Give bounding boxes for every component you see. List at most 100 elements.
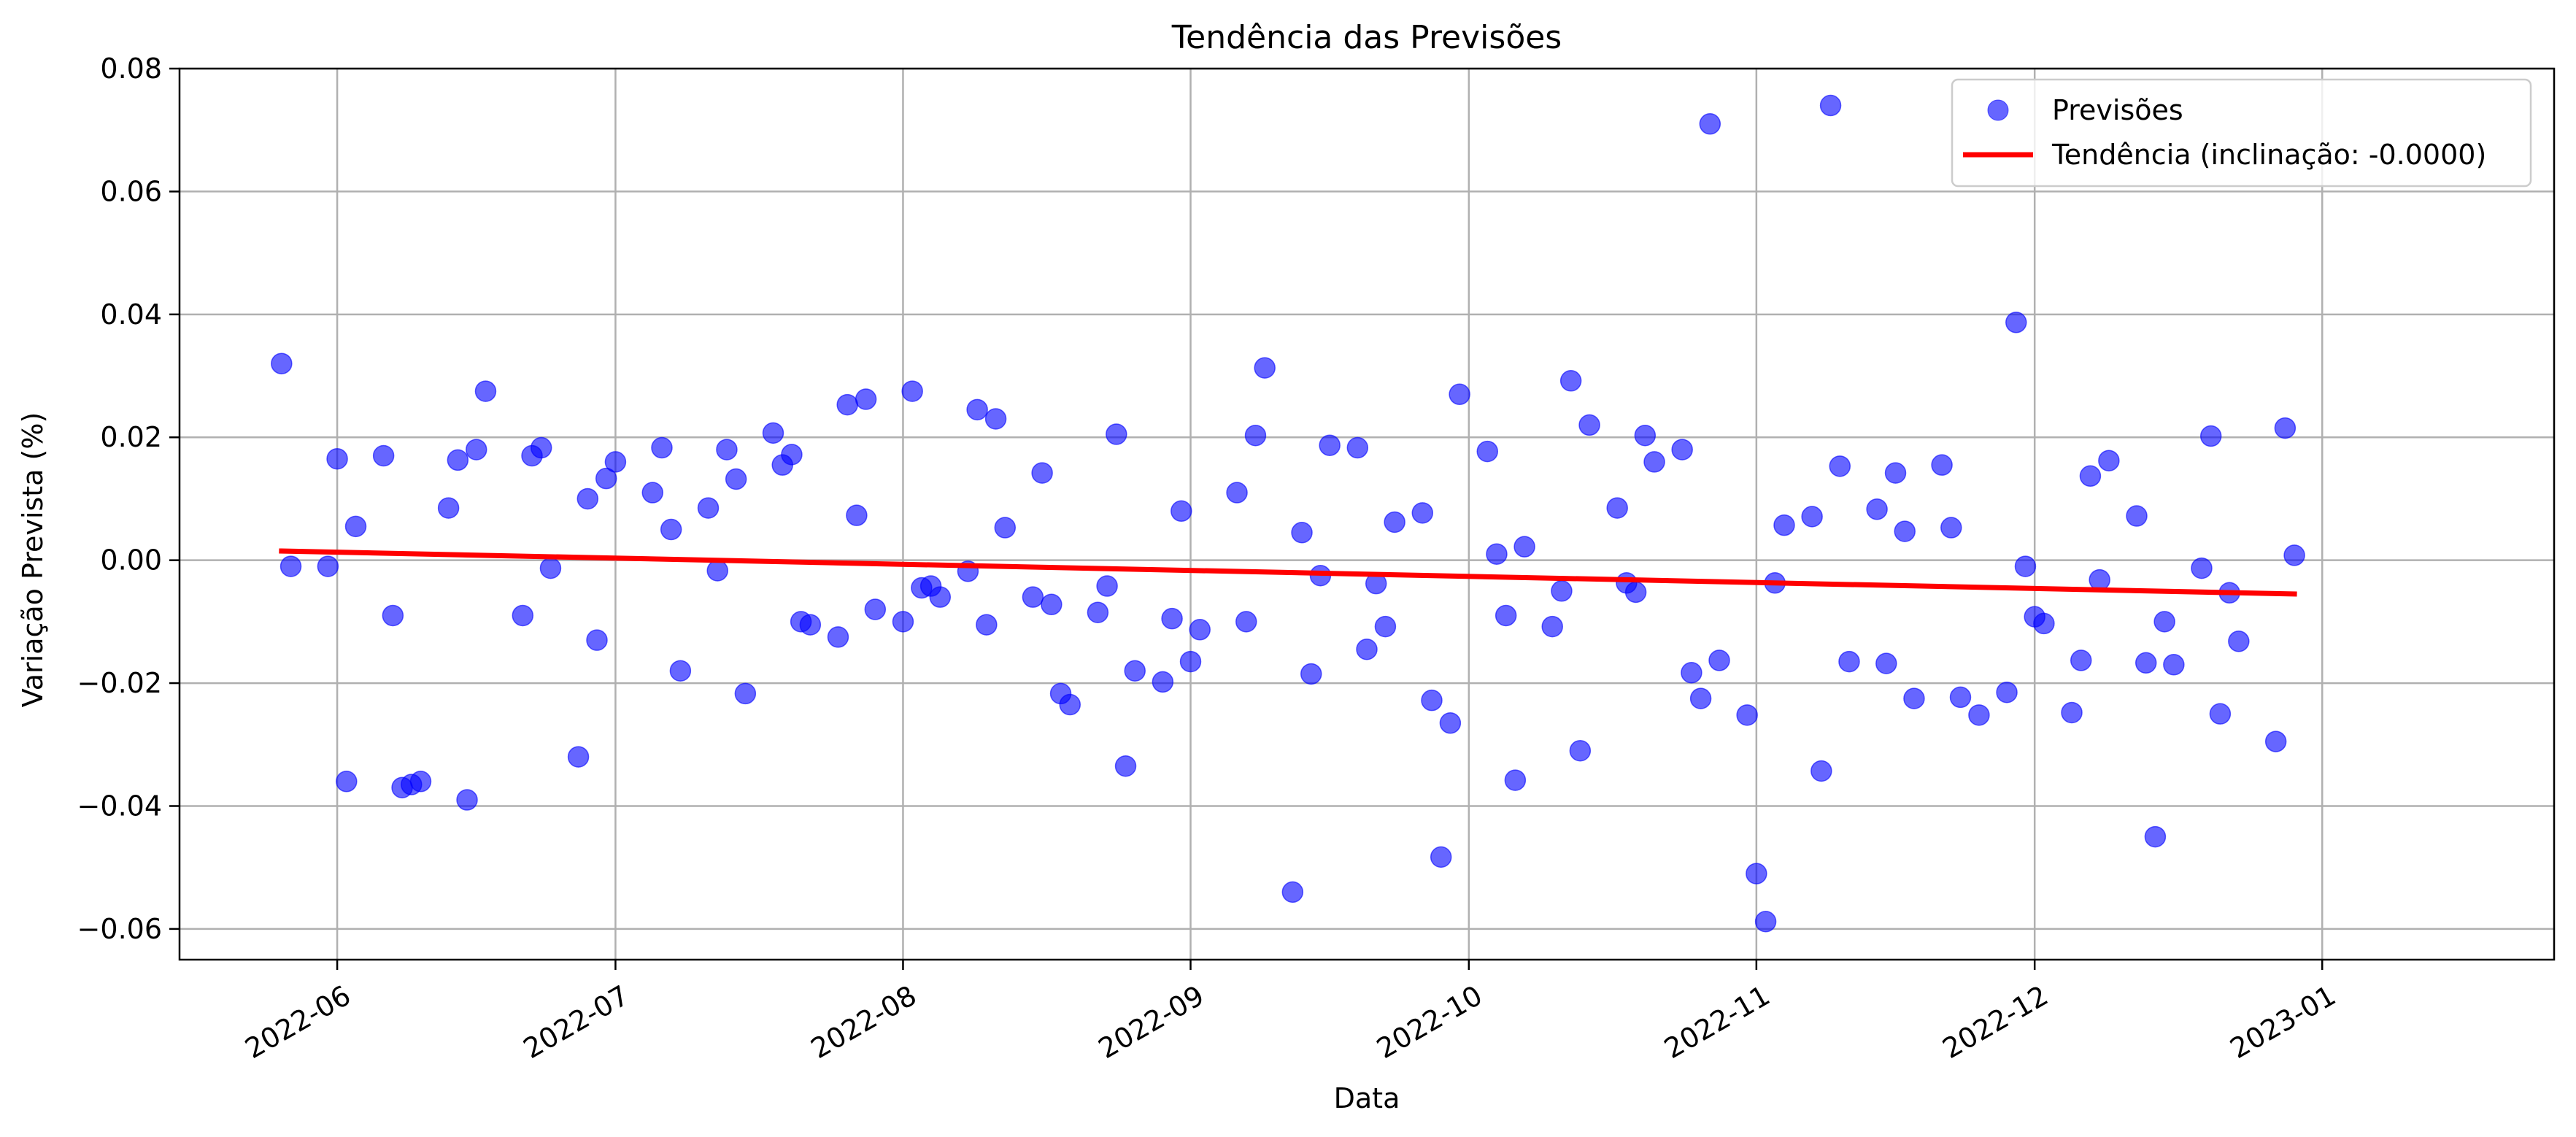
prediction-point	[2283, 544, 2305, 566]
prediction-point	[604, 451, 627, 473]
prediction-point	[1486, 543, 1508, 565]
prediction-point	[1495, 604, 1517, 627]
y-axis-label: Variação Prevista (%)	[17, 412, 49, 708]
prediction-point	[1384, 511, 1405, 533]
plot-area	[271, 94, 2305, 933]
chart-title: Tendência das Previsões	[1171, 19, 1562, 56]
prediction-point	[474, 380, 497, 402]
prediction-point	[1226, 482, 1248, 504]
y-tick-label: −0.06	[77, 913, 162, 945]
y-tick-label: 0.08	[100, 53, 162, 85]
prediction-point	[1819, 94, 1842, 117]
prediction-point	[1281, 881, 1304, 903]
prediction-point	[1894, 520, 1916, 542]
prediction-point	[2014, 555, 2037, 577]
prediction-point	[2033, 612, 2055, 635]
prediction-point	[2144, 825, 2167, 848]
prediction-point	[512, 604, 534, 627]
prediction-point	[1801, 506, 1823, 528]
prediction-point	[651, 436, 673, 459]
prediction-point	[1736, 704, 1758, 726]
prediction-point	[2098, 450, 2120, 471]
prediction-point	[1356, 639, 1378, 660]
prediction-point	[2264, 731, 2287, 752]
prediction-point	[929, 586, 952, 608]
prediction-point	[1022, 586, 1044, 608]
prediction-point	[2153, 611, 2175, 633]
prediction-point	[994, 517, 1017, 539]
prediction-point	[1235, 611, 1257, 633]
legend: Previsões Tendência (inclinação: -0.0000…	[1951, 78, 2532, 188]
prediction-point	[466, 439, 487, 460]
prediction-point	[1708, 650, 1730, 671]
axes-frame	[178, 67, 2556, 961]
prediction-point	[706, 560, 728, 582]
prediction-point	[1106, 423, 1127, 445]
prediction-point	[1059, 693, 1081, 716]
prediction-point	[1513, 536, 1535, 558]
prediction-point	[2126, 505, 2148, 527]
prediction-point	[1699, 113, 1721, 135]
prediction-point	[1606, 497, 1628, 519]
prediction-point	[382, 604, 404, 627]
trend-line	[279, 548, 2297, 597]
prediction-point	[892, 611, 914, 633]
prediction-point	[2061, 701, 2083, 724]
prediction-point	[1949, 686, 1972, 709]
prediction-point	[1449, 383, 1470, 406]
prediction-point	[409, 771, 432, 793]
prediction-point	[326, 447, 348, 470]
prediction-point	[2079, 465, 2102, 487]
prediction-point	[2089, 568, 2110, 591]
legend-label-tendencia: Tendência (inclinação: -0.0000)	[2051, 139, 2486, 171]
prediction-point	[1087, 601, 1109, 623]
prediction-point	[660, 518, 682, 541]
prediction-point	[1884, 462, 1907, 484]
prediction-point	[1096, 575, 1118, 597]
prediction-point	[1634, 424, 1657, 447]
prediction-point	[641, 482, 664, 504]
prediction-point	[1541, 615, 1563, 638]
prediction-point	[1940, 517, 1962, 539]
prediction-point	[1643, 451, 1665, 473]
prediction-point	[1374, 615, 1397, 638]
prediction-point	[317, 555, 339, 577]
prediction-point	[1031, 462, 1053, 484]
prediction-point	[437, 497, 460, 519]
prediction-point	[1569, 739, 1592, 762]
prediction-point	[567, 746, 590, 768]
prediction-point	[1179, 650, 1202, 673]
prediction-point	[2135, 652, 2157, 674]
prediction-point	[734, 682, 757, 705]
prediction-point	[836, 393, 858, 416]
prediction-point	[344, 515, 367, 538]
prediction-point	[1624, 581, 1647, 604]
y-tick-label: 0.06	[100, 175, 162, 207]
prediction-point	[1773, 514, 1795, 536]
prediction-point	[1114, 755, 1137, 777]
prediction-point	[1996, 681, 2018, 704]
prediction-point	[1578, 414, 1600, 436]
prediction-point	[1746, 863, 1767, 884]
prediction-point	[1439, 712, 1462, 734]
prediction-point	[1559, 370, 1582, 392]
prediction-point	[762, 422, 784, 444]
prediction-point	[725, 468, 747, 490]
prediction-point	[576, 487, 599, 510]
prediction-point	[1681, 662, 1702, 684]
prediction-point	[1124, 660, 1146, 682]
y-tick-label: 0.00	[100, 544, 162, 577]
y-axis: −0.06 −0.04 −0.02 0.00 0.02 0.04 0.06 0.08	[77, 53, 180, 945]
prediction-point	[1689, 687, 1712, 709]
prediction-point	[697, 497, 720, 519]
prediction-point	[976, 614, 998, 636]
prediction-point	[2163, 654, 2185, 676]
prediction-point	[595, 467, 617, 490]
prediction-point	[846, 504, 868, 526]
prediction-point	[1754, 911, 1777, 933]
prediction-point	[966, 398, 988, 421]
prediction-point	[1551, 580, 1573, 602]
prediction-point	[1838, 650, 1860, 673]
prediction-point	[530, 436, 552, 459]
legend-marker-previsoes	[1987, 99, 2009, 121]
